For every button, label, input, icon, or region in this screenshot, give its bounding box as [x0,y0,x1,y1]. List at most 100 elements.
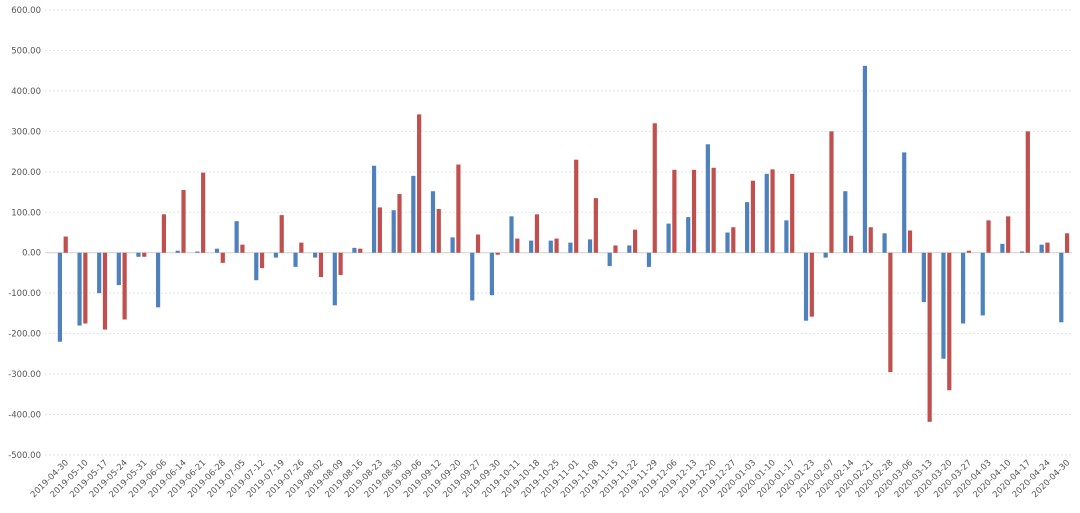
bar-series-1 [293,252,298,267]
bar-series-2 [691,169,697,253]
bar-series-1 [489,252,494,296]
bar-series-1 [587,239,593,253]
bar-series-1 [980,252,985,316]
bar-series-1 [214,248,220,253]
bar-series-1 [745,202,750,253]
y-tick-label: 500.00 [11,46,41,56]
bar-series-2 [495,252,500,255]
bar-series-2 [554,238,559,253]
y-tick-label: -500.00 [8,451,41,461]
bar-series-1 [136,252,141,257]
bar-series-1 [725,232,730,253]
bar-series-2 [829,131,834,253]
bar-series-2 [240,244,245,253]
y-tick-label: 600.00 [11,6,41,16]
bar-series-1 [862,65,868,253]
bar-series-1 [1039,244,1044,253]
bar-series-2 [318,252,324,277]
bar-series-1 [313,252,318,258]
bar-series-2 [888,252,893,373]
bar-series-1 [57,252,63,342]
bar-series-1 [450,237,455,253]
bar-series-2 [613,245,618,253]
bar-series-2 [456,164,461,253]
bar-series-2 [770,169,775,253]
bar-series-1 [529,240,534,253]
bar-series-2 [711,167,716,253]
bar-series-2 [83,252,88,324]
bar-series-2 [63,236,68,253]
bar-series-2 [809,252,814,317]
bar-series-1 [77,252,82,326]
bar-series-2 [122,252,127,320]
bar-series-2 [259,252,265,269]
bar-series-2 [515,238,520,253]
bar-series-1 [352,247,357,253]
bar-series-1 [803,252,809,321]
bar-series-1 [254,252,259,281]
bar-series-1 [882,233,887,253]
y-tick-label: 100.00 [11,208,41,218]
bar-series-2 [986,220,991,253]
bar-series-1 [941,252,946,359]
bar-series-1 [1000,243,1005,253]
bar-series-2 [927,252,932,422]
bar-series-2 [947,252,952,391]
bar-series-2 [397,194,402,253]
bar-series-1 [686,217,691,253]
x-axis-ticks: 2019-04-302019-05-102019-05-172019-05-24… [29,458,1072,500]
bar-series-2 [534,214,540,253]
bar-series-2 [1045,242,1050,253]
bar-series-1 [548,240,553,253]
bar-series-1 [902,152,907,253]
bar-series-1 [175,250,180,253]
y-tick-label: -400.00 [8,411,41,421]
bar-series-1 [234,221,239,253]
bar-series-2 [633,229,638,253]
bars [57,65,1070,422]
bar-series-2 [161,214,166,253]
y-tick-label: 200.00 [11,168,41,178]
bar-series-2 [436,209,441,253]
bar-series-1 [705,144,710,253]
bar-series-1 [470,252,475,301]
bar-series-2 [201,172,206,253]
bar-series-1 [430,191,436,253]
bar-series-1 [1059,252,1064,323]
bar-series-2 [868,227,873,253]
bar-series-2 [279,215,284,253]
bar-series-2 [142,252,147,257]
bar-series-2 [102,252,108,330]
bar-series-2 [475,234,481,253]
y-tick-label: 400.00 [11,87,41,97]
bar-series-1 [843,191,848,253]
y-tick-label: 300.00 [11,127,41,137]
bar-series-1 [646,252,652,267]
bar-series-1 [97,252,102,294]
y-tick-label: -200.00 [8,330,41,340]
bar-series-1 [568,242,573,253]
bar-series-2 [849,235,854,253]
bar-series-2 [299,242,304,253]
bar-series-2 [672,169,677,253]
bar-series-2 [1025,131,1030,253]
bar-series-2 [731,227,736,253]
bar-series-1 [764,173,769,253]
bar-series-2 [377,207,382,253]
bar-series-2 [574,159,579,253]
y-axis-ticks: 600.00 500.00 400.00 300.00 200.00 100.00 0.00… [8,6,41,461]
bar-series-2 [907,230,913,253]
bar-series-2 [338,252,343,275]
bar-series-1 [273,252,278,258]
y-tick-label: -100.00 [8,289,41,299]
bar-series-2 [220,252,225,263]
bar-series-1 [411,175,416,253]
bar-series-1 [195,251,200,253]
bar-series-1 [607,252,612,267]
bar-series-2 [181,190,186,253]
bar-series-1 [509,216,514,253]
bar-series-2 [1064,233,1070,253]
y-tick-label: 0.00 [22,249,41,259]
